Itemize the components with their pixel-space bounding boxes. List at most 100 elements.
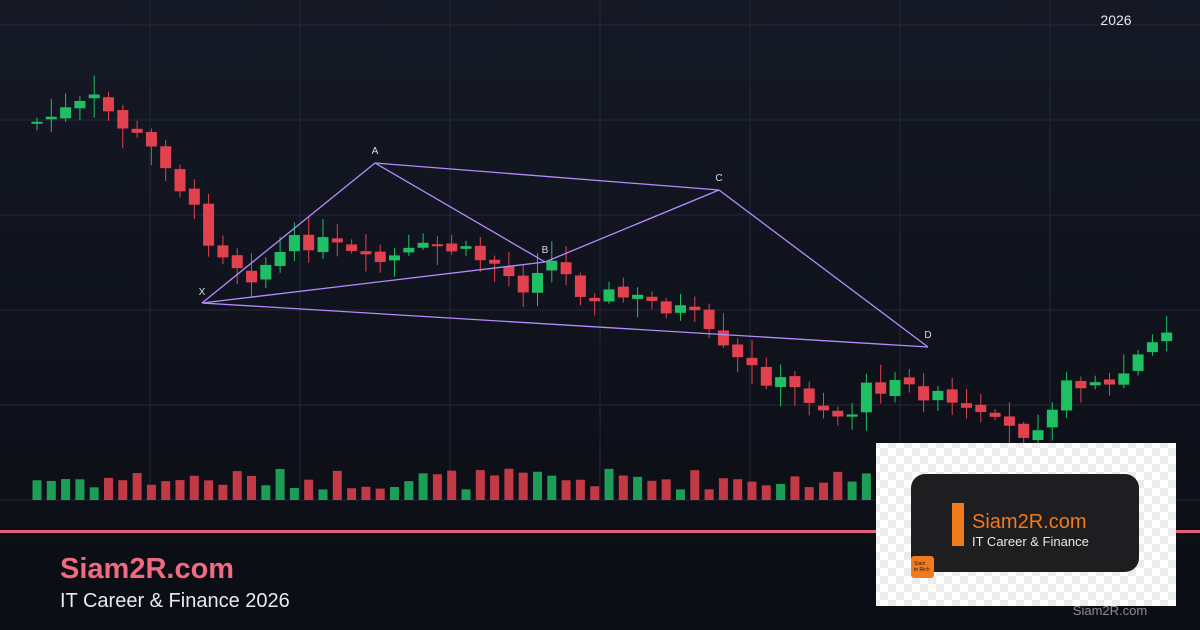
- candle-body: [760, 366, 772, 386]
- volume-bar: [275, 468, 285, 500]
- candle-body: [1018, 423, 1030, 438]
- volume-bar: [289, 488, 299, 500]
- volume-bar: [332, 470, 342, 500]
- volume-bar: [404, 481, 414, 500]
- candle-body: [346, 244, 358, 251]
- pattern-label: D: [924, 330, 931, 341]
- candle-body: [889, 380, 901, 397]
- volume-bar: [132, 472, 142, 500]
- candle-body: [446, 243, 458, 252]
- candle-body: [517, 275, 529, 293]
- candle-body: [74, 100, 86, 109]
- volume-bar: [75, 479, 85, 500]
- candle-body: [474, 245, 486, 261]
- candle-body: [717, 330, 729, 346]
- volume-bar: [304, 479, 314, 500]
- volume-bar: [32, 480, 42, 500]
- candle-body: [1003, 416, 1015, 426]
- candle-body: [360, 251, 372, 255]
- candle-body: [860, 382, 872, 413]
- candle-body: [45, 116, 57, 120]
- logo-tagline: IT Career & Finance: [972, 534, 1089, 549]
- volume-bar: [347, 488, 357, 500]
- pattern-labels: X A B C D: [199, 146, 932, 341]
- candle-body: [246, 270, 257, 283]
- candle-body: [288, 235, 300, 252]
- divider: [0, 530, 1200, 533]
- volume-bar: [361, 486, 371, 500]
- candle-body: [503, 266, 515, 277]
- candle-body: [703, 309, 715, 330]
- candle-body: [1118, 373, 1130, 385]
- candle-body: [1032, 430, 1044, 440]
- candle-body: [1046, 409, 1058, 428]
- volume-bar: [418, 473, 428, 500]
- volume-bar: [618, 475, 628, 500]
- candle-body: [546, 260, 558, 271]
- volume-bar: [204, 480, 214, 500]
- volume-bar: [561, 480, 571, 500]
- candle-body: [632, 294, 644, 299]
- candle-body: [489, 259, 501, 264]
- volume-bar: [461, 489, 471, 500]
- volume-bar: [518, 472, 528, 500]
- logo-bar: [952, 503, 964, 546]
- volume-bar: [261, 485, 271, 500]
- volume-bar: [475, 470, 485, 500]
- volume-bar: [232, 471, 242, 500]
- pattern-line: [718, 189, 929, 348]
- volume-bar: [175, 480, 185, 500]
- volume-bar: [676, 489, 685, 500]
- candle-body: [417, 242, 429, 248]
- pattern-line: [374, 162, 720, 191]
- watermark: Siam2R.com: [1073, 603, 1147, 618]
- badge-line: Siam: [914, 561, 925, 567]
- volume-bar: [790, 476, 800, 500]
- volume-bar: [819, 482, 828, 500]
- candle-body: [117, 110, 129, 129]
- candle-body: [260, 264, 272, 280]
- candle-body: [331, 238, 343, 243]
- candle-body: [103, 97, 114, 112]
- candle-body: [818, 405, 829, 411]
- volume-bar: [375, 488, 385, 500]
- candle-body: [803, 388, 815, 403]
- candle-body: [203, 203, 215, 246]
- candle-body: [932, 390, 944, 401]
- candle-body: [918, 386, 930, 401]
- candle-body: [174, 169, 186, 192]
- volume-bars: [32, 468, 871, 500]
- candle-body: [145, 131, 157, 147]
- candle-body: [1089, 382, 1101, 386]
- candle-body: [231, 255, 243, 269]
- candle-body: [403, 247, 415, 253]
- volume-bar: [504, 468, 514, 500]
- candle-body: [961, 403, 972, 408]
- candle-body: [603, 289, 615, 302]
- pattern-label: B: [542, 245, 549, 256]
- volume-bar: [861, 473, 871, 500]
- volume-bar: [318, 489, 328, 500]
- volume-bar: [218, 484, 228, 500]
- volume-bar: [46, 480, 56, 500]
- candle-body: [460, 246, 472, 249]
- candle-body: [217, 245, 229, 258]
- candle-body: [946, 389, 958, 403]
- volume-bar: [761, 485, 771, 500]
- volume-bar: [647, 480, 657, 500]
- volume-bar: [432, 474, 442, 500]
- volume-bar: [547, 475, 557, 500]
- logo-badge: [911, 556, 934, 578]
- volume-bar: [533, 471, 542, 500]
- volume-bar: [161, 481, 171, 500]
- pattern-label: A: [372, 146, 379, 157]
- volume-bar: [146, 484, 156, 500]
- volume-bar: [733, 479, 743, 500]
- volume-bar: [247, 475, 256, 500]
- candle-body: [131, 128, 143, 133]
- candle-body: [1132, 354, 1144, 371]
- pattern-line: [544, 189, 720, 263]
- candle-body: [574, 275, 586, 297]
- volume-bar: [718, 478, 728, 500]
